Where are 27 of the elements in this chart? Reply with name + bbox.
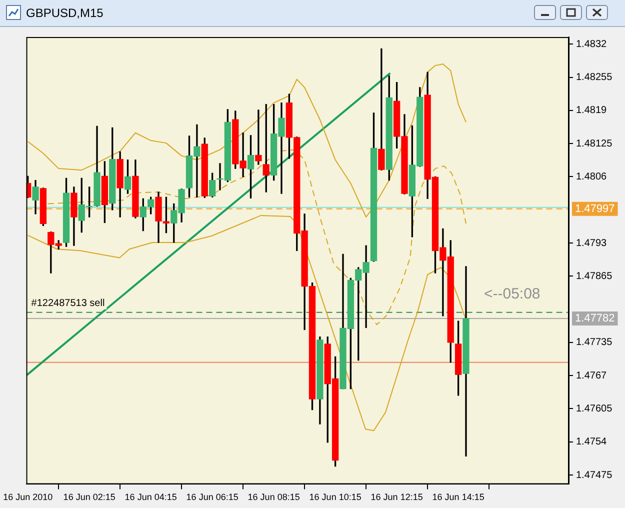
x-tick-label: 16 Jun 04:15 [124,492,177,502]
ref-line-label: 1.47782 [575,312,615,325]
annotation: <--05:08 [484,286,540,303]
candlestick [378,48,385,170]
chart-title: GBPUSD,M15 [26,6,104,20]
x-tick-label: 16 Jun 10:15 [309,492,362,502]
y-tick-label: 1.47605 [576,403,613,414]
y-tick-label: 1.47735 [576,337,613,348]
candlestick [255,110,262,165]
y-tick-label: 1.48125 [576,138,613,150]
x-tick-label: 16 Jun 12:15 [370,492,423,502]
x-tick-label: 16 Jun 06:15 [186,492,238,502]
x-tick-label: 16 Jun 02:15 [63,492,116,502]
x-tick-label: 16 Jun 2010 [3,492,53,502]
x-tick-label: 16 Jun 08:15 [248,492,300,502]
y-tick-label: 1.4793 [576,238,608,249]
y-tick-label: 1.47475 [576,470,613,481]
y-tick-label: 1.4832 [576,38,608,50]
ref-line-label: 1.47997 [575,202,615,215]
y-tick-label: 1.4819 [576,105,608,116]
y-tick-label: 1.4754 [576,436,608,448]
y-tick-label: 1.48255 [576,72,613,84]
y-tick-label: 1.47865 [576,270,613,282]
x-tick-label: 16 Jun 14:15 [432,492,484,502]
ref-line-label: #122487513 sell [31,298,105,310]
y-tick-label: 1.4767 [576,370,608,382]
y-tick-label: 1.4806 [576,171,608,182]
